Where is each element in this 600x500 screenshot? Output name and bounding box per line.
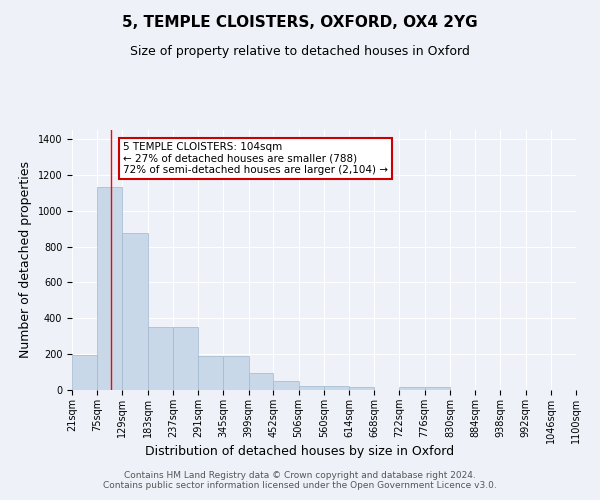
Bar: [72, 354, 97, 390]
Bar: [324, 386, 349, 390]
Bar: [148, 326, 173, 390]
Bar: [97, 188, 122, 390]
Text: Contains HM Land Registry data © Crown copyright and database right 2024.
Contai: Contains HM Land Registry data © Crown c…: [103, 470, 497, 490]
Bar: [173, 326, 198, 390]
Bar: [400, 388, 425, 390]
Text: Size of property relative to detached houses in Oxford: Size of property relative to detached ho…: [130, 45, 470, 58]
Bar: [248, 372, 274, 390]
Text: Distribution of detached houses by size in Oxford: Distribution of detached houses by size …: [145, 444, 455, 458]
Bar: [274, 381, 299, 390]
Bar: [223, 356, 248, 390]
Text: 5 TEMPLE CLOISTERS: 104sqm
← 27% of detached houses are smaller (788)
72% of sem: 5 TEMPLE CLOISTERS: 104sqm ← 27% of deta…: [123, 142, 388, 176]
Bar: [198, 356, 223, 390]
Text: 5, TEMPLE CLOISTERS, OXFORD, OX4 2YG: 5, TEMPLE CLOISTERS, OXFORD, OX4 2YG: [122, 15, 478, 30]
Bar: [299, 386, 324, 390]
Y-axis label: Number of detached properties: Number of detached properties: [19, 162, 32, 358]
Bar: [349, 388, 374, 390]
Bar: [122, 232, 148, 390]
Bar: [425, 388, 450, 390]
